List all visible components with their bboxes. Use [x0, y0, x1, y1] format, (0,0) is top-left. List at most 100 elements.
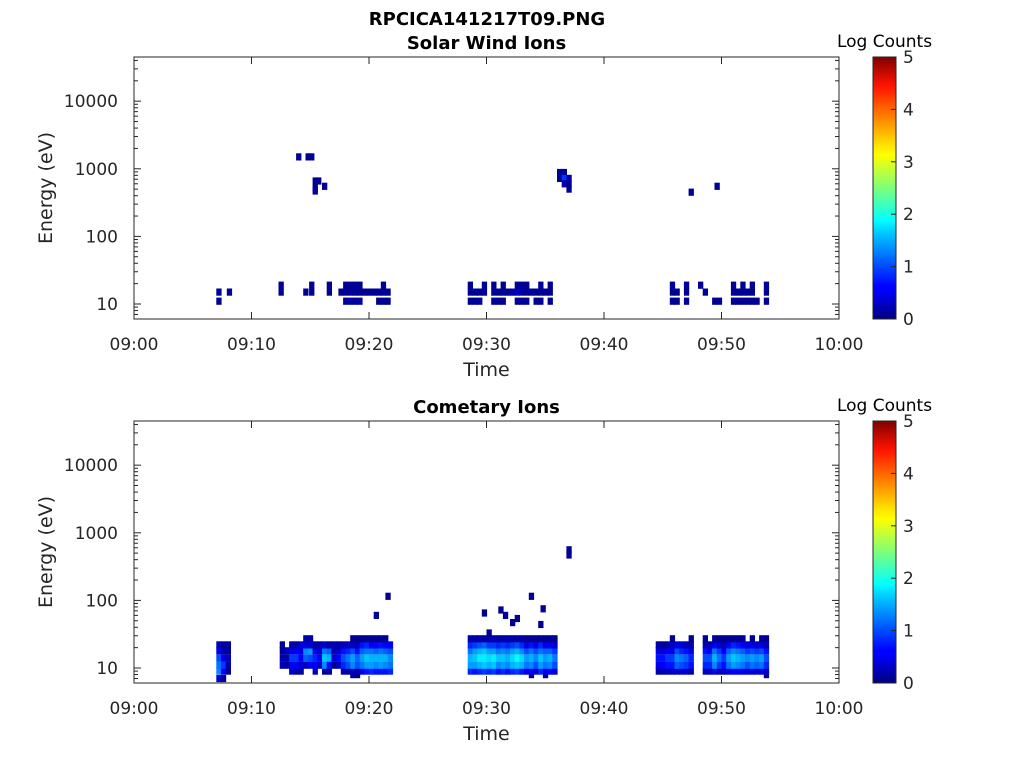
heatmap-cell — [552, 661, 558, 669]
heatmap-cell — [542, 288, 549, 296]
heatmap-cell — [340, 661, 347, 669]
heatmap-cell — [359, 647, 365, 655]
heatmap-cell — [278, 281, 284, 289]
heatmap-cell — [216, 288, 222, 296]
heatmap-cell — [702, 288, 708, 296]
heatmap-cell — [491, 647, 497, 655]
heatmap-cell — [298, 667, 304, 675]
heatmap-cell — [533, 647, 539, 655]
heatmap-cell — [354, 661, 361, 669]
heatmap-cell — [312, 654, 318, 662]
heatmap-cell — [385, 288, 391, 296]
heatmap-cell — [674, 641, 680, 649]
heatmap-cell — [510, 661, 516, 669]
heatmap-cell — [566, 551, 572, 559]
heatmap-cell — [528, 667, 535, 675]
heatmap-cell — [289, 641, 295, 649]
heatmap-cell — [655, 661, 661, 669]
heatmap-cell — [354, 635, 361, 643]
colorbar — [872, 420, 897, 684]
heatmap-cell — [278, 288, 284, 296]
heatmap-cell — [225, 654, 231, 662]
heatmap-cell — [524, 654, 530, 662]
heatmap-cell — [547, 297, 553, 305]
heatmap-cell — [730, 297, 737, 305]
heatmap-cell — [322, 182, 328, 190]
heatmap-cell — [373, 667, 379, 675]
heatmap-cell — [730, 647, 737, 655]
heatmap-cell — [298, 654, 304, 662]
heatmap-cell — [712, 667, 718, 675]
y-axis-label: Energy (eV) — [35, 132, 57, 244]
heatmap-cell — [533, 654, 539, 662]
heatmap-cell — [683, 641, 690, 649]
colorbar-tick-label: 0 — [903, 674, 914, 694]
heatmap-cell — [359, 635, 365, 643]
heatmap-cell — [289, 661, 295, 669]
heatmap-cell — [679, 661, 685, 669]
heatmap-cell — [763, 635, 770, 643]
heatmap-cell — [467, 661, 473, 669]
heatmap-cell — [735, 297, 741, 305]
heatmap-cell — [467, 647, 473, 655]
heatmap-cell — [293, 647, 300, 655]
heatmap-cell — [702, 667, 708, 675]
heatmap-cell — [350, 635, 356, 643]
heatmap-cell — [669, 661, 676, 669]
heatmap-cell — [322, 667, 328, 675]
heatmap-cell — [540, 605, 546, 613]
heatmap-cell — [472, 654, 478, 662]
heatmap-cell — [317, 641, 323, 649]
heatmap-cell — [688, 635, 694, 643]
heatmap-cell — [359, 661, 365, 669]
heatmap-cell — [557, 174, 563, 182]
heatmap-cell — [495, 654, 502, 662]
heatmap-cell — [510, 667, 516, 675]
heatmap-cell — [378, 647, 384, 655]
heatmap-cell — [542, 641, 549, 649]
heatmap-cell — [716, 667, 723, 675]
heatmap-cell — [345, 647, 351, 655]
heatmap-cell — [284, 647, 290, 655]
heatmap-cell — [688, 661, 694, 669]
heatmap-cell — [491, 661, 497, 669]
heatmap-cell — [665, 654, 671, 662]
heatmap-cell — [336, 641, 342, 649]
heatmap-cell — [505, 661, 511, 669]
colorbar-tick-label: 1 — [903, 258, 914, 278]
heatmap-cell — [303, 661, 309, 669]
heatmap-cell — [740, 288, 746, 296]
heatmap-cell — [547, 635, 553, 643]
heatmap-cell — [514, 641, 520, 649]
heatmap-cell — [528, 647, 535, 655]
heatmap-cell — [354, 667, 361, 675]
heatmap-cell — [702, 641, 708, 649]
heatmap-cell — [707, 661, 713, 669]
heatmap-cell — [500, 647, 506, 655]
heatmap-cell — [683, 654, 690, 662]
heatmap-cell — [298, 647, 304, 655]
heatmap-cell — [307, 647, 314, 655]
colorbar-tick-label: 4 — [903, 100, 914, 120]
heatmap-cell — [707, 641, 713, 649]
heatmap-cell — [754, 647, 760, 655]
x-tick-label: 09:40 — [580, 335, 629, 355]
heatmap-cell — [338, 288, 344, 296]
heatmap-cell — [498, 606, 504, 614]
heatmap-cell — [326, 288, 332, 296]
heatmap-cell — [557, 168, 563, 177]
heatmap-cell — [510, 619, 516, 627]
heatmap-cell — [688, 641, 694, 649]
heatmap-cell — [533, 297, 539, 305]
heatmap-cell — [226, 288, 233, 296]
solar-wind-panel: Solar Wind Ions 09:00 09:10 09:20 09:30 09:40… — [35, 32, 932, 381]
heatmap-cell — [533, 288, 539, 296]
heatmap-cell — [763, 297, 770, 305]
heatmap-cell — [669, 667, 676, 675]
heatmap-cell — [343, 288, 349, 296]
heatmap-cell — [716, 654, 723, 662]
heatmap-cell — [383, 635, 389, 643]
heatmap-cell — [220, 661, 227, 669]
heatmap-cell — [519, 667, 525, 675]
heatmap-cell — [519, 288, 525, 296]
